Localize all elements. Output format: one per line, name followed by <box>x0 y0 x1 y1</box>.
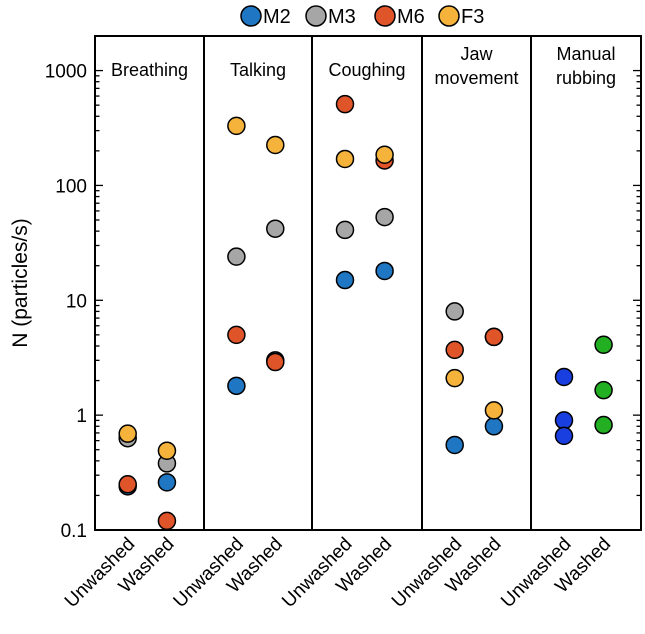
point-panel-4-washed-f3 <box>484 401 504 420</box>
panel-title-2: Talking <box>230 60 286 80</box>
legend: M2 M3 M6 F3 <box>240 5 484 28</box>
point-panel-5-washed <box>594 335 613 355</box>
legend-marker-f3 <box>438 5 460 27</box>
panel-title-3: Coughing <box>328 60 405 80</box>
point-panel-3-unwashed-f3 <box>335 149 355 169</box>
point-panel-4-unwashed-m2 <box>445 435 464 455</box>
point-panel-1-unwashed-m6 <box>118 475 137 494</box>
legend-label-m3: M3 <box>328 6 356 28</box>
x-axis-labels: UnwashedWashedUnwashedWashedUnwashedWash… <box>61 534 615 612</box>
point-panel-4-unwashed-m3 <box>445 302 464 321</box>
point-panel-4-washed-m2 <box>484 417 504 436</box>
point-panel-1-washed-f3 <box>157 441 177 460</box>
legend-marker-m2 <box>240 5 262 27</box>
y-tick-label: 0.1 <box>61 521 87 542</box>
point-panel-1-washed-m6 <box>157 511 177 531</box>
legend-marker-m3 <box>305 5 327 27</box>
y-axis-title: N (particles/s) <box>9 218 32 348</box>
panel-title-5-line-1: Manual <box>556 44 615 64</box>
point-panel-4-washed-m6 <box>484 327 504 347</box>
y-tick-label: 100 <box>55 176 87 197</box>
point-panel-3-unwashed-m3 <box>335 220 355 240</box>
point-panel-2-unwashed-m6 <box>227 325 246 345</box>
point-panel-5-unwashed <box>554 411 574 430</box>
point-panel-5-unwashed <box>554 367 574 387</box>
legend-label-m6: M6 <box>397 6 425 28</box>
point-panel-5-unwashed <box>554 426 574 446</box>
point-panel-1-unwashed-f3 <box>118 424 137 443</box>
point-panel-2-unwashed-m2 <box>227 376 246 396</box>
point-panel-4-unwashed-f3 <box>445 368 464 388</box>
panel-title-1: Breathing <box>111 60 188 80</box>
point-panel-3-unwashed-m6 <box>335 94 355 114</box>
point-panel-4-unwashed-m6 <box>445 340 464 360</box>
y-tick-label: 10 <box>66 291 87 312</box>
panel-title-4-line-1: Jaw <box>460 44 493 64</box>
point-panel-3-unwashed-m2 <box>335 270 355 290</box>
y-axis: 0.1 1 10 100 1000 N (particles/s) <box>9 35 641 542</box>
point-panel-2-washed-m3 <box>266 219 285 238</box>
y-tick-label: 1 <box>76 406 87 427</box>
point-panel-2-unwashed-m3 <box>227 247 246 266</box>
legend-marker-m6 <box>374 5 396 27</box>
legend-label-m2: M2 <box>263 6 291 28</box>
point-panel-2-washed-m6 <box>266 352 285 372</box>
point-panel-1-washed-m2 <box>157 473 177 492</box>
point-panel-5-washed <box>594 380 613 400</box>
panels: Breathing Talking Coughing Jaw movement Manua… <box>111 36 616 530</box>
point-panel-2-unwashed-f3 <box>227 116 246 136</box>
point-panel-5-washed <box>594 415 613 435</box>
legend-label-f3: F3 <box>461 6 484 28</box>
y-tick-label: 1000 <box>45 62 87 83</box>
point-panel-2-washed-f3 <box>266 135 285 155</box>
data-points <box>118 94 613 531</box>
point-panel-3-washed-f3 <box>375 145 394 164</box>
panel-title-5-line-2: rubbing <box>556 68 616 88</box>
point-panel-3-washed-m2 <box>375 261 394 281</box>
panel-title-4-line-2: movement <box>434 68 518 88</box>
plot-frame <box>94 35 642 531</box>
point-panel-3-washed-m3 <box>375 207 394 227</box>
